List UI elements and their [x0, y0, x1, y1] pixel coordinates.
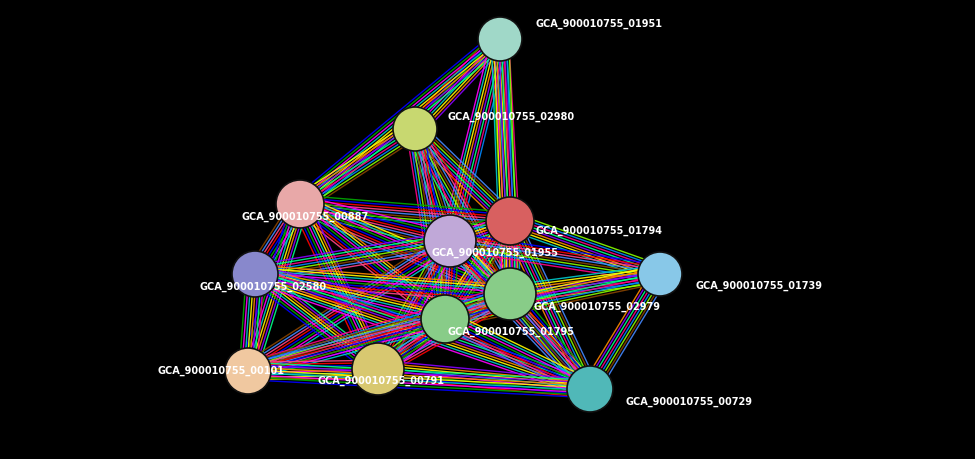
Text: GCA_900010755_01794: GCA_900010755_01794	[535, 226, 662, 236]
Circle shape	[276, 180, 324, 228]
Circle shape	[424, 215, 476, 267]
Text: GCA_900010755_00729: GCA_900010755_00729	[625, 397, 752, 407]
Text: GCA_900010755_00791: GCA_900010755_00791	[317, 376, 444, 386]
Circle shape	[486, 197, 534, 245]
Text: GCA_900010755_01951: GCA_900010755_01951	[535, 19, 662, 29]
Text: GCA_900010755_02580: GCA_900010755_02580	[200, 282, 328, 292]
Text: GCA_900010755_02979: GCA_900010755_02979	[533, 302, 660, 312]
Text: GCA_900010755_01739: GCA_900010755_01739	[695, 281, 822, 291]
Text: GCA_900010755_00101: GCA_900010755_00101	[158, 366, 285, 376]
Text: GCA_900010755_01795: GCA_900010755_01795	[447, 327, 574, 337]
Text: GCA_900010755_02980: GCA_900010755_02980	[448, 112, 575, 122]
Circle shape	[478, 17, 522, 61]
Circle shape	[393, 107, 437, 151]
Circle shape	[484, 268, 536, 320]
Circle shape	[352, 343, 404, 395]
Circle shape	[421, 295, 469, 343]
Text: GCA_900010755_01955: GCA_900010755_01955	[432, 248, 559, 258]
Circle shape	[225, 348, 271, 394]
Circle shape	[232, 251, 278, 297]
Text: GCA_900010755_00887: GCA_900010755_00887	[242, 212, 370, 222]
Circle shape	[638, 252, 682, 296]
Circle shape	[567, 366, 613, 412]
